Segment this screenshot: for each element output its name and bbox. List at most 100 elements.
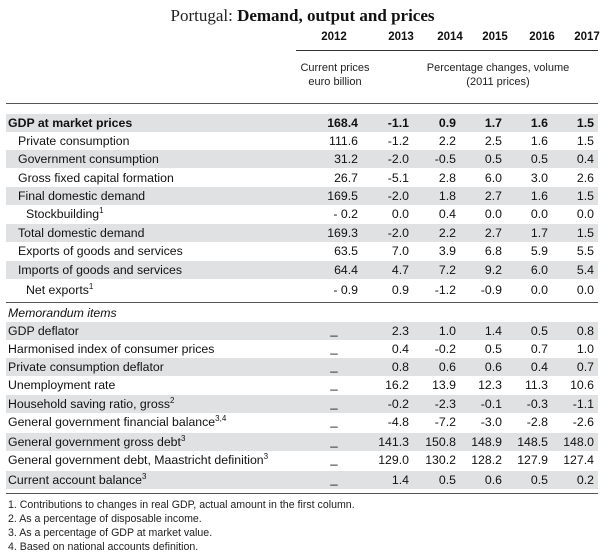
footnote-3: 3. As a percentage of GDP at market valu…	[8, 527, 213, 539]
row-label: Government consumption	[18, 150, 159, 168]
row-band	[6, 187, 598, 205]
cell-2016: -0.3	[526, 397, 548, 411]
memo-title: Memorandum items	[8, 306, 117, 320]
row-label-text: Harmonised index of consumer prices	[8, 342, 215, 356]
cell-2013: 0.0	[391, 207, 409, 221]
footnote-ref: 3	[263, 451, 269, 461]
row-label-text: General government financial balance	[8, 415, 216, 429]
cell-2012: _	[330, 376, 338, 391]
cell-2012: - 0.2	[333, 207, 358, 221]
main_rows-row: Final domestic demand 169.5 -2.0 1.8 2.7 1.6 1…	[6, 187, 598, 205]
year-2015: 2015	[482, 31, 508, 43]
cell-2014: -1.2	[434, 283, 456, 297]
notes-separator	[6, 493, 598, 494]
cell-2016: 0.5	[530, 473, 548, 487]
cell-2012: 169.3	[327, 226, 358, 240]
memo_rows-row: General government financial balance3,4 _…	[6, 413, 598, 431]
row-label: GDP at market prices	[8, 114, 132, 132]
cell-2013: 0.4	[391, 342, 409, 356]
cell-2012: _	[330, 358, 338, 373]
row-label-text: Gross fixed capital formation	[18, 171, 174, 185]
cell-2013: 0.8	[391, 360, 409, 374]
cell-2015: 0.0	[484, 207, 502, 221]
main_rows-row: Private consumption 111.6 -1.2 2.2 2.5 1.6 1.5	[6, 132, 598, 150]
cell-2012: _	[330, 433, 338, 448]
row-label-text: Private consumption	[18, 134, 130, 148]
cell-2017: 0.4	[576, 152, 594, 166]
cell-2014: 0.9	[438, 116, 456, 130]
cell-2016: 0.5	[530, 152, 548, 166]
cell-2013: -5.1	[387, 171, 409, 185]
cell-2014: -7.2	[434, 415, 456, 429]
cell-2017: 127.4	[563, 453, 594, 467]
cell-2016: 6.0	[530, 263, 548, 277]
memo_rows-row: Current account balance3 _ 1.4 0.5 0.6 0.5 0.2	[6, 471, 598, 489]
cell-2015: 128.2	[471, 453, 502, 467]
row-label: Unemployment rate	[8, 376, 115, 394]
cell-2016: 0.0	[530, 283, 548, 297]
cell-2017: 5.4	[576, 263, 594, 277]
row-band	[6, 395, 598, 413]
cell-2017: 1.0	[576, 342, 594, 356]
cell-2016: 1.7	[530, 226, 548, 240]
main_rows-row: Net exports1 - 0.9 0.9 -1.2 -0.9 0.0 0.0	[6, 281, 598, 299]
main_rows-row: Total domestic demand 169.3 -2.0 2.2 2.7 1.7 1…	[6, 224, 598, 242]
pct-changes-line1: Percentage changes, volume	[426, 62, 570, 74]
cell-2013: -2.0	[387, 226, 409, 240]
cell-2012: 64.4	[334, 263, 358, 277]
cell-2017: 1.5	[576, 189, 594, 203]
memo_rows-row: GDP deflator _ 2.3 1.0 1.4 0.5 0.8	[6, 322, 598, 340]
cell-2015: -0.1	[480, 397, 502, 411]
row-label: General government financial balance3,4	[8, 413, 226, 431]
row-band	[6, 224, 598, 242]
main_rows-row: Government consumption 31.2 -2.0 -0.5 0.5 0.5…	[6, 150, 598, 168]
cell-2014: 0.6	[438, 360, 456, 374]
row-label: Imports of goods and services	[18, 261, 182, 279]
row-label-text: GDP deflator	[8, 324, 79, 338]
cell-2014: 0.4	[438, 207, 456, 221]
memo-separator	[6, 302, 598, 303]
pct-changes-line2: (2011 prices)	[466, 76, 530, 88]
cell-2014: 3.9	[438, 244, 456, 258]
cell-2012: 168.4	[327, 116, 358, 130]
cell-2014: 150.8	[425, 435, 456, 449]
cell-2015: -3.0	[480, 415, 502, 429]
row-label: Exports of goods and services	[18, 242, 183, 260]
year-2013: 2013	[388, 31, 414, 43]
row-label-text: Net exports	[26, 283, 89, 297]
cell-2015: 0.5	[484, 152, 502, 166]
cell-2015: 6.0	[484, 171, 502, 185]
row-label-text: Imports of goods and services	[18, 263, 183, 277]
year-2016: 2016	[529, 31, 555, 43]
cell-2013: 2.3	[391, 324, 409, 338]
row-label: Private consumption deflator	[8, 358, 164, 376]
memo_rows-row: General government debt, Maastricht defi…	[6, 451, 598, 469]
cell-2015: 12.3	[478, 378, 502, 392]
footnote-ref: 3,4	[215, 413, 227, 423]
cell-2016: -2.8	[526, 415, 548, 429]
memo_rows-row: Household saving ratio, gross2 _ -0.2 -2.3 -…	[6, 395, 598, 413]
cell-2013: -1.2	[387, 134, 409, 148]
row-band	[6, 114, 598, 132]
row-label: Final domestic demand	[18, 187, 145, 205]
row-band	[6, 322, 598, 340]
cell-2012: 111.6	[329, 134, 358, 148]
memo_rows-row: Private consumption deflator _ 0.8 0.6 0.6 0.…	[6, 358, 598, 376]
cell-2014: 13.9	[432, 378, 456, 392]
row-band	[6, 150, 598, 168]
cell-2016: 11.3	[524, 378, 548, 392]
year-2012: 2012	[321, 31, 347, 43]
footnote-4: 4. Based on national accounts definition…	[8, 541, 199, 553]
memo_rows-row: General government gross debt3 _ 141.3 150.…	[6, 433, 598, 451]
cell-2014: -0.5	[434, 152, 456, 166]
cell-2015: 0.5	[484, 342, 502, 356]
cell-2016: 1.6	[530, 134, 548, 148]
row-label-text: Private consumption deflator	[8, 360, 164, 374]
cell-2013: 4.7	[391, 263, 409, 277]
cell-2013: 141.3	[378, 435, 409, 449]
cell-2015: 148.9	[471, 435, 502, 449]
cell-2015: 2.7	[484, 189, 502, 203]
row-label-text: Final domestic demand	[18, 189, 146, 203]
cell-2013: -0.2	[387, 397, 409, 411]
cell-2014: 2.8	[438, 171, 456, 185]
